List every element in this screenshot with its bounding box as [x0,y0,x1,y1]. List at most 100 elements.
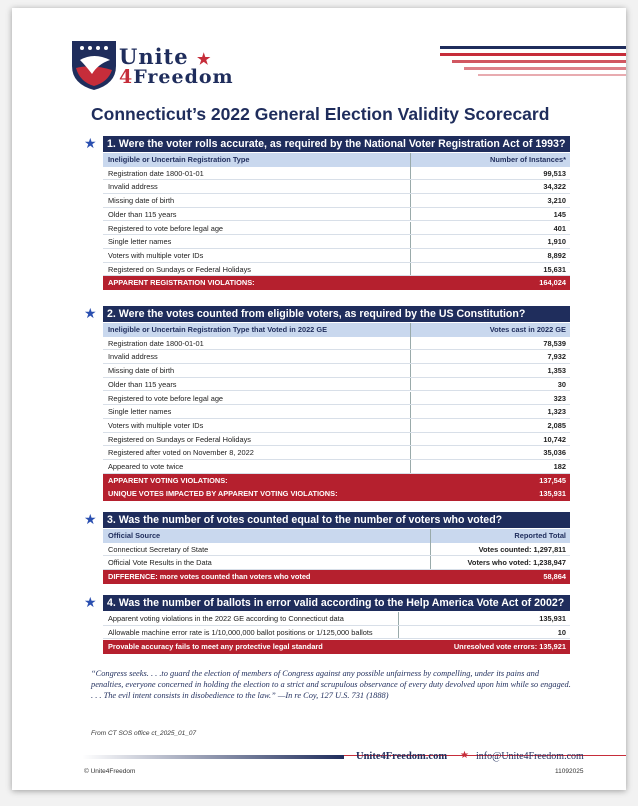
column-header: Official Source Reported Total [103,529,570,543]
logo-star: ★ [196,50,212,68]
cell-label: Provable accuracy fails to meet any prot… [108,642,323,652]
header-cell: Official Source [108,531,161,540]
cell-label: Missing date of birth [108,366,175,376]
column-divider [410,432,411,446]
column-divider [410,350,411,364]
section-star: ★ [84,594,97,610]
column-divider [410,262,411,276]
table-row: Invalid address 34,322 [103,180,570,195]
table-row: Voters with multiple voter IDs 2,085 [103,418,570,433]
header-stripes [440,46,626,76]
table-row: Official Vote Results in the Data Voters … [103,556,570,571]
column-divider [410,166,411,180]
section-question: 2. Were the votes counted from eligible … [103,306,570,322]
column-divider [410,336,411,350]
table-row: Missing date of birth 3,210 [103,194,570,208]
table-row: Single letter names 1,910 [103,235,570,249]
cell-value: 137,545 [539,475,566,485]
cell-value: 8,892 [547,250,567,260]
cell-label: UNIQUE VOTES IMPACTED BY APPARENT VOTING… [108,489,338,499]
cell-value: 135,931 [539,614,566,623]
cell-value: 35,036 [543,448,566,458]
cell-value: 401 [553,223,566,233]
decor [72,41,626,759]
cell-label: Appeared to vote twice [108,462,184,471]
quote-text: “Congress seeks. . . .to guard the elect… [91,669,571,700]
section-question: 4. Was the number of ballots in error va… [103,595,570,611]
quote: “Congress seeks. . . .to guard the elect… [91,668,571,701]
cell-value: 182 [553,462,566,471]
column-divider [410,207,411,221]
total-row: UNIQUE VOTES IMPACTED BY APPARENT VOTING… [103,487,570,502]
header-cell: Ineligible or Uncertain Registration Typ… [108,155,250,164]
cell-value: 58,864 [543,572,566,582]
cell-label: Older than 115 years [108,379,177,389]
cell-label: Allowable machine error rate is 1/10,000… [108,627,373,637]
cell-value: 1,323 [547,407,567,417]
cell-value: 2,085 [547,420,567,430]
section-question: 1. Were the voter rolls accurate, as req… [103,136,570,152]
cell-label: Apparent voting violations in the 2022 G… [108,614,344,623]
cell-label: Missing date of birth [108,196,175,206]
header-cell: Votes cast in 2022 GE [489,325,566,334]
column-divider [410,460,411,473]
copyright: © Unite4Freedom [84,768,136,775]
code: 11092025 [555,768,584,775]
header-cell: Ineligible or Uncertain Registration Typ… [108,325,328,334]
cell-label: Single letter names [108,237,172,247]
column-divider [410,446,411,459]
cell-label: Older than 115 years [108,209,177,219]
total-row: Provable accuracy fails to meet any prot… [103,640,570,655]
cell-label: Registered on Sundays or Federal Holiday… [108,434,251,444]
column-divider [410,391,411,405]
cell-label: APPARENT VOTING VIOLATIONS: [108,475,228,485]
page: Unite ★ 4Freedom Connecticut’s 2022 Gene… [12,8,626,790]
source: From CT SOS office ct_2025_01_07 [91,730,197,737]
table-row: Older than 115 years 145 [103,207,570,222]
footer-star: ★ [460,750,469,761]
email: info@Unite4Freedom.com [476,751,584,762]
table-row: Registered to vote before legal age 323 [103,391,570,406]
section-star: ★ [84,135,97,151]
header-cell: Number of Instances* [490,155,566,164]
cell-label: Registered after voted on November 8, 20… [108,448,254,458]
cell-value: 15,631 [543,264,566,274]
cell-value: 7,932 [547,352,567,362]
table-row: Older than 115 years 30 [103,377,570,392]
cell-value: 34,322 [543,182,566,192]
cell-value: 78,539 [543,338,566,348]
column-divider [410,194,411,207]
cell-label: Single letter names [108,407,172,417]
table-row: Registration date 1800-01-01 99,513 [103,166,570,181]
logo-shield [72,41,116,90]
cell-value: 323 [553,393,566,403]
column-divider [410,180,411,194]
cell-label: DIFFERENCE: more votes counted than vote… [108,572,311,582]
column-divider [410,221,411,235]
cell-label: Invalid address [108,182,158,192]
total-row: APPARENT REGISTRATION VIOLATIONS: 164,024 [103,276,570,290]
cell-label: Official Vote Results in the Data [108,558,212,568]
column-divider [410,235,411,248]
table-row: Voters with multiple voter IDs 8,892 [103,248,570,263]
cell-value: 99,513 [543,168,566,178]
cell-value: 1,353 [547,366,567,376]
cell-value: 145 [553,209,566,219]
website: Unite4Freedom.com [356,751,448,762]
column-divider [430,556,431,570]
section-star: ★ [84,305,97,321]
column-divider [410,153,411,167]
total-row: DIFFERENCE: more votes counted than vote… [103,570,570,584]
table-row: Single letter names 1,323 [103,405,570,419]
column-header: Ineligible or Uncertain Registration Typ… [103,153,570,167]
cell-label: Invalid address [108,352,158,362]
cell-value: 3,210 [547,196,567,206]
column-divider [410,405,411,418]
table-row: Allowable machine error rate is 1/10,000… [103,625,570,640]
table-row: Invalid address 7,932 [103,350,570,365]
logo-number: 4 [119,66,134,88]
column-divider [430,529,431,543]
cell-value: 10 [557,627,566,637]
table-row: Appeared to vote twice 182 [103,460,570,474]
cell-label: Voters with multiple voter IDs [108,250,204,260]
